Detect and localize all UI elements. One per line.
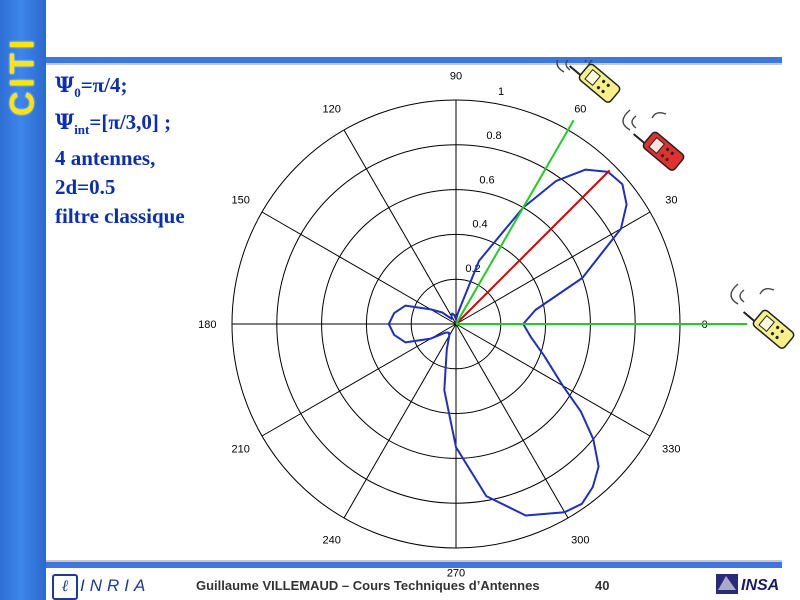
polar-chart: 03060901201501802102402703003300.20.40.6… [198,60,795,580]
angle-tick-label: 330 [662,443,680,455]
angle-tick-label: 90 [450,70,462,82]
radius-tick-label: 0.4 [472,219,487,231]
psi-int-value: =[π/3,0] ; [89,110,172,135]
inria-wordmark: INRIA [80,576,151,595]
param-psi0: Ψ0=π/4; [55,70,185,107]
signal-waves-icon [730,283,775,305]
radius-tick-label: 0.8 [486,130,501,142]
phone-icon-0 [742,309,795,349]
angle-tick-label: 180 [198,319,216,331]
page-number: 40 [595,578,610,593]
top-divider [46,57,782,65]
param-filter: filtre classique [55,204,185,229]
phone-icon-45 [632,131,685,171]
param-antennas: 4 antennes, [55,146,156,171]
radius-tick-label: 1 [498,86,504,98]
grid-spoke [455,211,651,325]
psi0-subscript: 0 [74,85,81,101]
steering-direction-line [455,169,611,325]
angle-tick-label: 300 [571,534,589,546]
angle-tick-label: 240 [323,534,341,546]
angle-tick-label: 120 [323,104,341,116]
psi0-value: =π/4; [80,73,128,97]
angle-tick-label: 30 [665,195,677,207]
psi-int-subscript: int [74,122,90,138]
psi-symbol: Ψ [55,72,75,97]
polar-tick-labels: 03060901201501802102402703003300.20.40.6… [198,70,708,579]
user-direction-line [455,119,575,325]
sidebar: CITI [0,0,46,600]
inria-mark-icon: ℓ [52,574,78,600]
angle-tick-label: 270 [447,568,465,580]
citi-logo: CITI [3,35,42,117]
angle-tick-label: 150 [231,195,249,207]
svg-text:INSA: INSA [741,577,779,594]
grid-spoke [455,323,651,437]
bottom-divider [46,560,782,568]
signal-waves-icon [556,60,594,73]
psi-symbol: Ψ [55,109,75,135]
angle-tick-label: 210 [231,443,249,455]
insa-logo-icon: INSA [716,574,779,594]
signal-waves-icon [622,109,667,131]
param-psi-int: Ψint=[π/3,0] ; [55,107,185,144]
inria-logo: ℓ INRIA [52,574,152,600]
grid-spoke [455,323,569,519]
footer-author-course: Guillaume VILLEMAUD – Cours Techniques d… [196,578,540,593]
grid-spoke [343,129,457,325]
param-spacing: 2d=0.5 [55,175,116,200]
grid-spoke [343,323,457,519]
grid-spoke [261,323,457,437]
angle-tick-label: 60 [574,104,586,116]
grid-spoke [261,211,457,325]
radius-tick-label: 0.6 [479,174,494,186]
polar-series [387,119,748,517]
phone-icon-60 [568,63,621,103]
radiation-pattern-line [387,168,628,517]
parameter-list: Ψ0=π/4; Ψint=[π/3,0] ; 4 antennes, 2d=0.… [55,70,185,231]
